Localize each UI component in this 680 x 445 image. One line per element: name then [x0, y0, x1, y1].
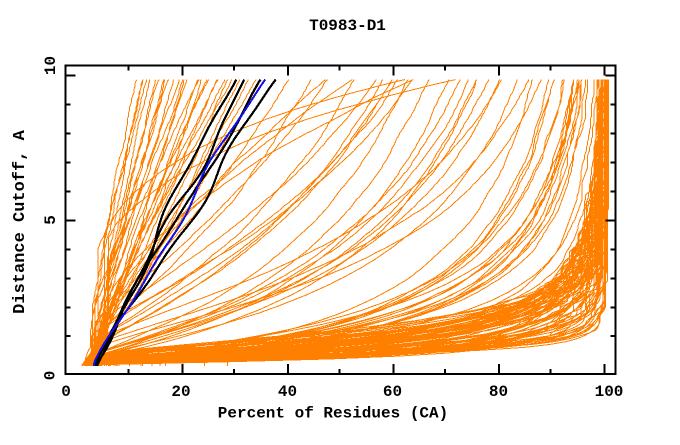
svg-text:5: 5 [42, 215, 60, 225]
svg-text:10: 10 [42, 56, 60, 75]
svg-text:80: 80 [489, 383, 508, 401]
svg-text:100: 100 [595, 383, 624, 401]
svg-text:T0983-D1: T0983-D1 [309, 17, 386, 35]
svg-text:Distance Cutoff, A: Distance Cutoff, A [11, 129, 30, 313]
svg-text:60: 60 [383, 383, 402, 401]
svg-text:0: 0 [42, 371, 60, 381]
svg-text:40: 40 [278, 383, 297, 401]
svg-text:0: 0 [61, 383, 71, 401]
svg-text:Percent of Residues (CA): Percent of Residues (CA) [218, 405, 448, 423]
svg-text:20: 20 [171, 383, 190, 401]
